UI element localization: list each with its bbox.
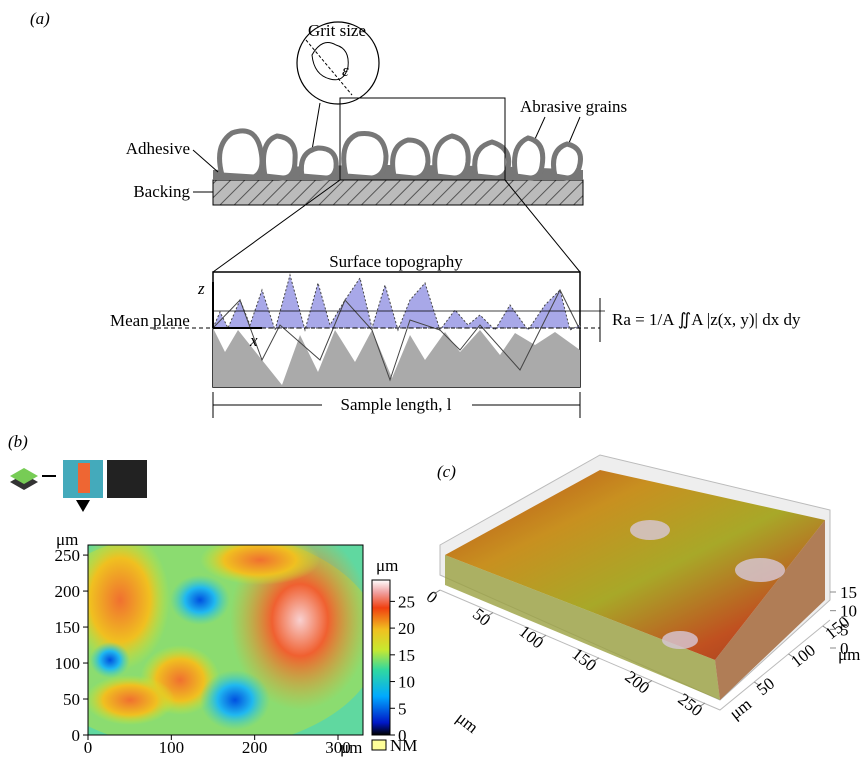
formula: Ra = 1/A ∬A |z(x, y)| dx dy <box>612 310 801 329</box>
mean-plane: Mean plane <box>110 311 190 330</box>
x-tick-label: 200 <box>242 738 268 757</box>
z-tick-label: 15 <box>840 583 857 602</box>
colorbar <box>372 580 390 735</box>
z-tick-label: 10 <box>840 602 857 621</box>
x-tick-label: 150 <box>568 644 600 675</box>
icon-pointer <box>76 500 90 512</box>
y-unit: μm <box>726 694 755 723</box>
panel-label: (a) <box>30 9 50 28</box>
x-axis: x <box>249 331 258 350</box>
y-tick-label: 100 <box>55 654 81 673</box>
x-unit: μm <box>453 708 482 737</box>
backing-label: Backing <box>133 182 190 201</box>
figure: (a) Grit size ε Abrasive grains Adhesive… <box>0 0 865 759</box>
x-tick-label: 200 <box>621 667 653 698</box>
z-tick-label: 5 <box>840 620 849 639</box>
grit-size: Grit size <box>308 21 366 40</box>
icon-map <box>107 460 147 498</box>
colorbar-tick-label: 5 <box>398 699 407 718</box>
abrasive-grains: Abrasive grains <box>520 97 627 116</box>
y-tick-label: 100 <box>787 640 819 671</box>
y-tick-label: 250 <box>55 546 81 565</box>
colorbar-tick-label: 0 <box>398 726 407 745</box>
sample-length: Sample length, l <box>341 395 452 414</box>
nm-swatch <box>372 740 386 750</box>
x-tick-label: 250 <box>674 689 706 720</box>
y-tick-label: 50 <box>63 690 80 709</box>
x-tick-label: 300 <box>325 738 351 757</box>
colorbar-tick-label: 15 <box>398 646 415 665</box>
x-tick-label: 0 <box>423 587 441 607</box>
z-axis: z <box>197 279 205 298</box>
colorbar-tick-label: 25 <box>398 592 415 611</box>
y-tick-label: 150 <box>55 618 81 637</box>
colorbar-tick-label: 20 <box>398 619 415 638</box>
icon-map <box>78 463 90 493</box>
leader <box>312 103 320 150</box>
y-tick-label: 200 <box>55 582 81 601</box>
x-tick-label: 100 <box>159 738 185 757</box>
adhesive: Adhesive <box>126 139 190 158</box>
y-tick-label: 0 <box>72 726 81 745</box>
epsilon: ε <box>342 61 349 80</box>
colorbar-tick-label: 10 <box>398 673 415 692</box>
backing <box>213 180 583 205</box>
z-tick-label: 0 <box>840 639 849 658</box>
y-tick-label: 50 <box>753 674 778 699</box>
surface-topography: Surface topography <box>329 252 463 271</box>
x-tick-label: 50 <box>469 604 494 629</box>
grains <box>220 131 581 178</box>
x-tick-label: 100 <box>515 622 547 653</box>
leader <box>193 150 218 172</box>
panel-label: (c) <box>437 462 456 481</box>
panel-label: (b) <box>8 432 28 451</box>
colorbar-unit: μm <box>376 556 398 575</box>
x-tick-label: 0 <box>84 738 93 757</box>
